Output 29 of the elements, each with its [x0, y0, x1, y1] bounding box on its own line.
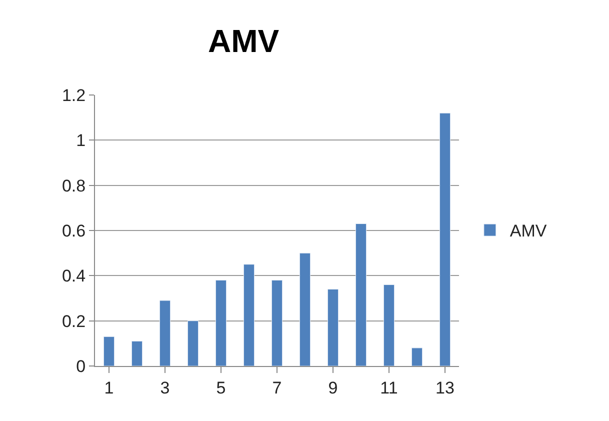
x-tick-label: 9 [328, 378, 338, 398]
bar [243, 264, 255, 366]
bar [355, 223, 367, 366]
x-tick-label: 7 [272, 378, 282, 398]
y-tick-label: 0.6 [62, 221, 86, 240]
legend-label: AMV [510, 222, 548, 241]
x-tick-label: 11 [380, 378, 398, 398]
bar [327, 288, 339, 366]
y-tick-label: 1.2 [62, 86, 86, 105]
bar [159, 300, 171, 366]
bar [411, 348, 423, 366]
y-tick-label: 0.2 [62, 312, 86, 331]
bar [299, 252, 311, 366]
x-tick-label: 5 [216, 378, 226, 398]
y-tick-label: 0.4 [62, 266, 86, 286]
y-tick-label: 0 [76, 356, 86, 376]
bar [215, 280, 227, 366]
y-tick-label: 0.8 [62, 176, 86, 196]
bar [187, 320, 199, 366]
bar [131, 340, 143, 366]
bar [271, 280, 283, 366]
x-tick-label: 1 [104, 378, 114, 398]
bar [383, 284, 395, 366]
chart-title: AMV [208, 22, 280, 59]
bar [439, 112, 451, 366]
x-tick-label: 3 [160, 378, 170, 398]
bar [103, 336, 115, 366]
y-tick-label: 1 [76, 131, 86, 150]
x-tick-label: 13 [436, 378, 454, 398]
